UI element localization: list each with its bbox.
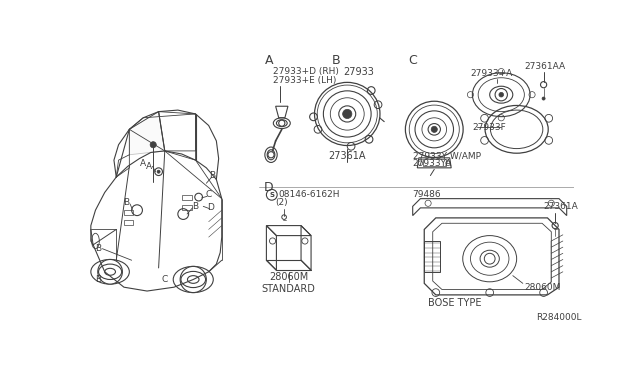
Bar [124, 210, 133, 215]
Circle shape [542, 97, 545, 100]
Circle shape [180, 266, 206, 293]
Text: 27933+E (LH): 27933+E (LH) [273, 76, 336, 84]
Text: B: B [123, 198, 129, 207]
Text: 08146-6162H: 08146-6162H [278, 190, 339, 199]
Text: 27933Y W/AMP: 27933Y W/AMP [413, 152, 481, 161]
Text: 27933YA: 27933YA [413, 160, 452, 169]
Text: S: S [269, 192, 275, 198]
Text: B: B [332, 54, 340, 67]
Text: 27933+A: 27933+A [470, 70, 513, 78]
Text: A: A [264, 54, 273, 67]
Text: B: B [192, 202, 198, 211]
Text: B: B [95, 244, 102, 253]
Text: (2): (2) [276, 198, 288, 207]
Bar [124, 220, 133, 225]
Polygon shape [129, 112, 164, 155]
Text: STANDARD: STANDARD [262, 285, 316, 295]
Circle shape [431, 126, 437, 132]
Circle shape [98, 260, 122, 284]
Bar [182, 195, 193, 200]
Text: B: B [95, 275, 102, 284]
Text: A: A [140, 160, 147, 169]
Text: C: C [205, 190, 212, 199]
Ellipse shape [91, 260, 129, 284]
Text: 28060M: 28060M [269, 272, 308, 282]
Bar [424, 241, 440, 272]
Text: BOSE TYPE: BOSE TYPE [428, 298, 482, 308]
Text: 27933: 27933 [344, 67, 374, 77]
Text: 27361A: 27361A [328, 151, 366, 161]
Circle shape [499, 92, 504, 97]
Circle shape [157, 170, 160, 173]
Ellipse shape [173, 266, 213, 293]
Bar [182, 205, 193, 210]
Circle shape [342, 109, 352, 119]
Text: D: D [207, 203, 214, 212]
Bar [422, 158, 446, 166]
Text: R284000L: R284000L [536, 314, 581, 323]
Circle shape [150, 142, 156, 148]
Text: C: C [162, 275, 168, 284]
Text: 27933F: 27933F [473, 123, 506, 132]
Text: 27933+D (RH): 27933+D (RH) [273, 67, 339, 76]
Text: B: B [209, 171, 216, 180]
Text: C: C [408, 54, 417, 67]
Text: 27361AA: 27361AA [524, 62, 566, 71]
Text: A: A [147, 162, 152, 171]
Text: 27361A: 27361A [543, 202, 579, 211]
Text: 79486: 79486 [413, 190, 442, 199]
Text: D: D [264, 180, 273, 193]
Text: 28060M: 28060M [524, 283, 561, 292]
